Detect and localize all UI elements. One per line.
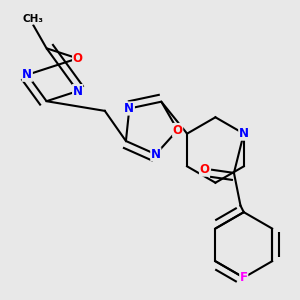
Text: CH₃: CH₃ [23,14,44,24]
Text: O: O [200,163,209,176]
Text: N: N [22,68,32,81]
Text: O: O [73,52,82,65]
Text: N: N [151,148,161,161]
Text: N: N [239,127,249,140]
Text: N: N [73,85,82,98]
Text: F: F [240,271,248,284]
Text: N: N [124,102,134,115]
Text: O: O [173,124,183,136]
